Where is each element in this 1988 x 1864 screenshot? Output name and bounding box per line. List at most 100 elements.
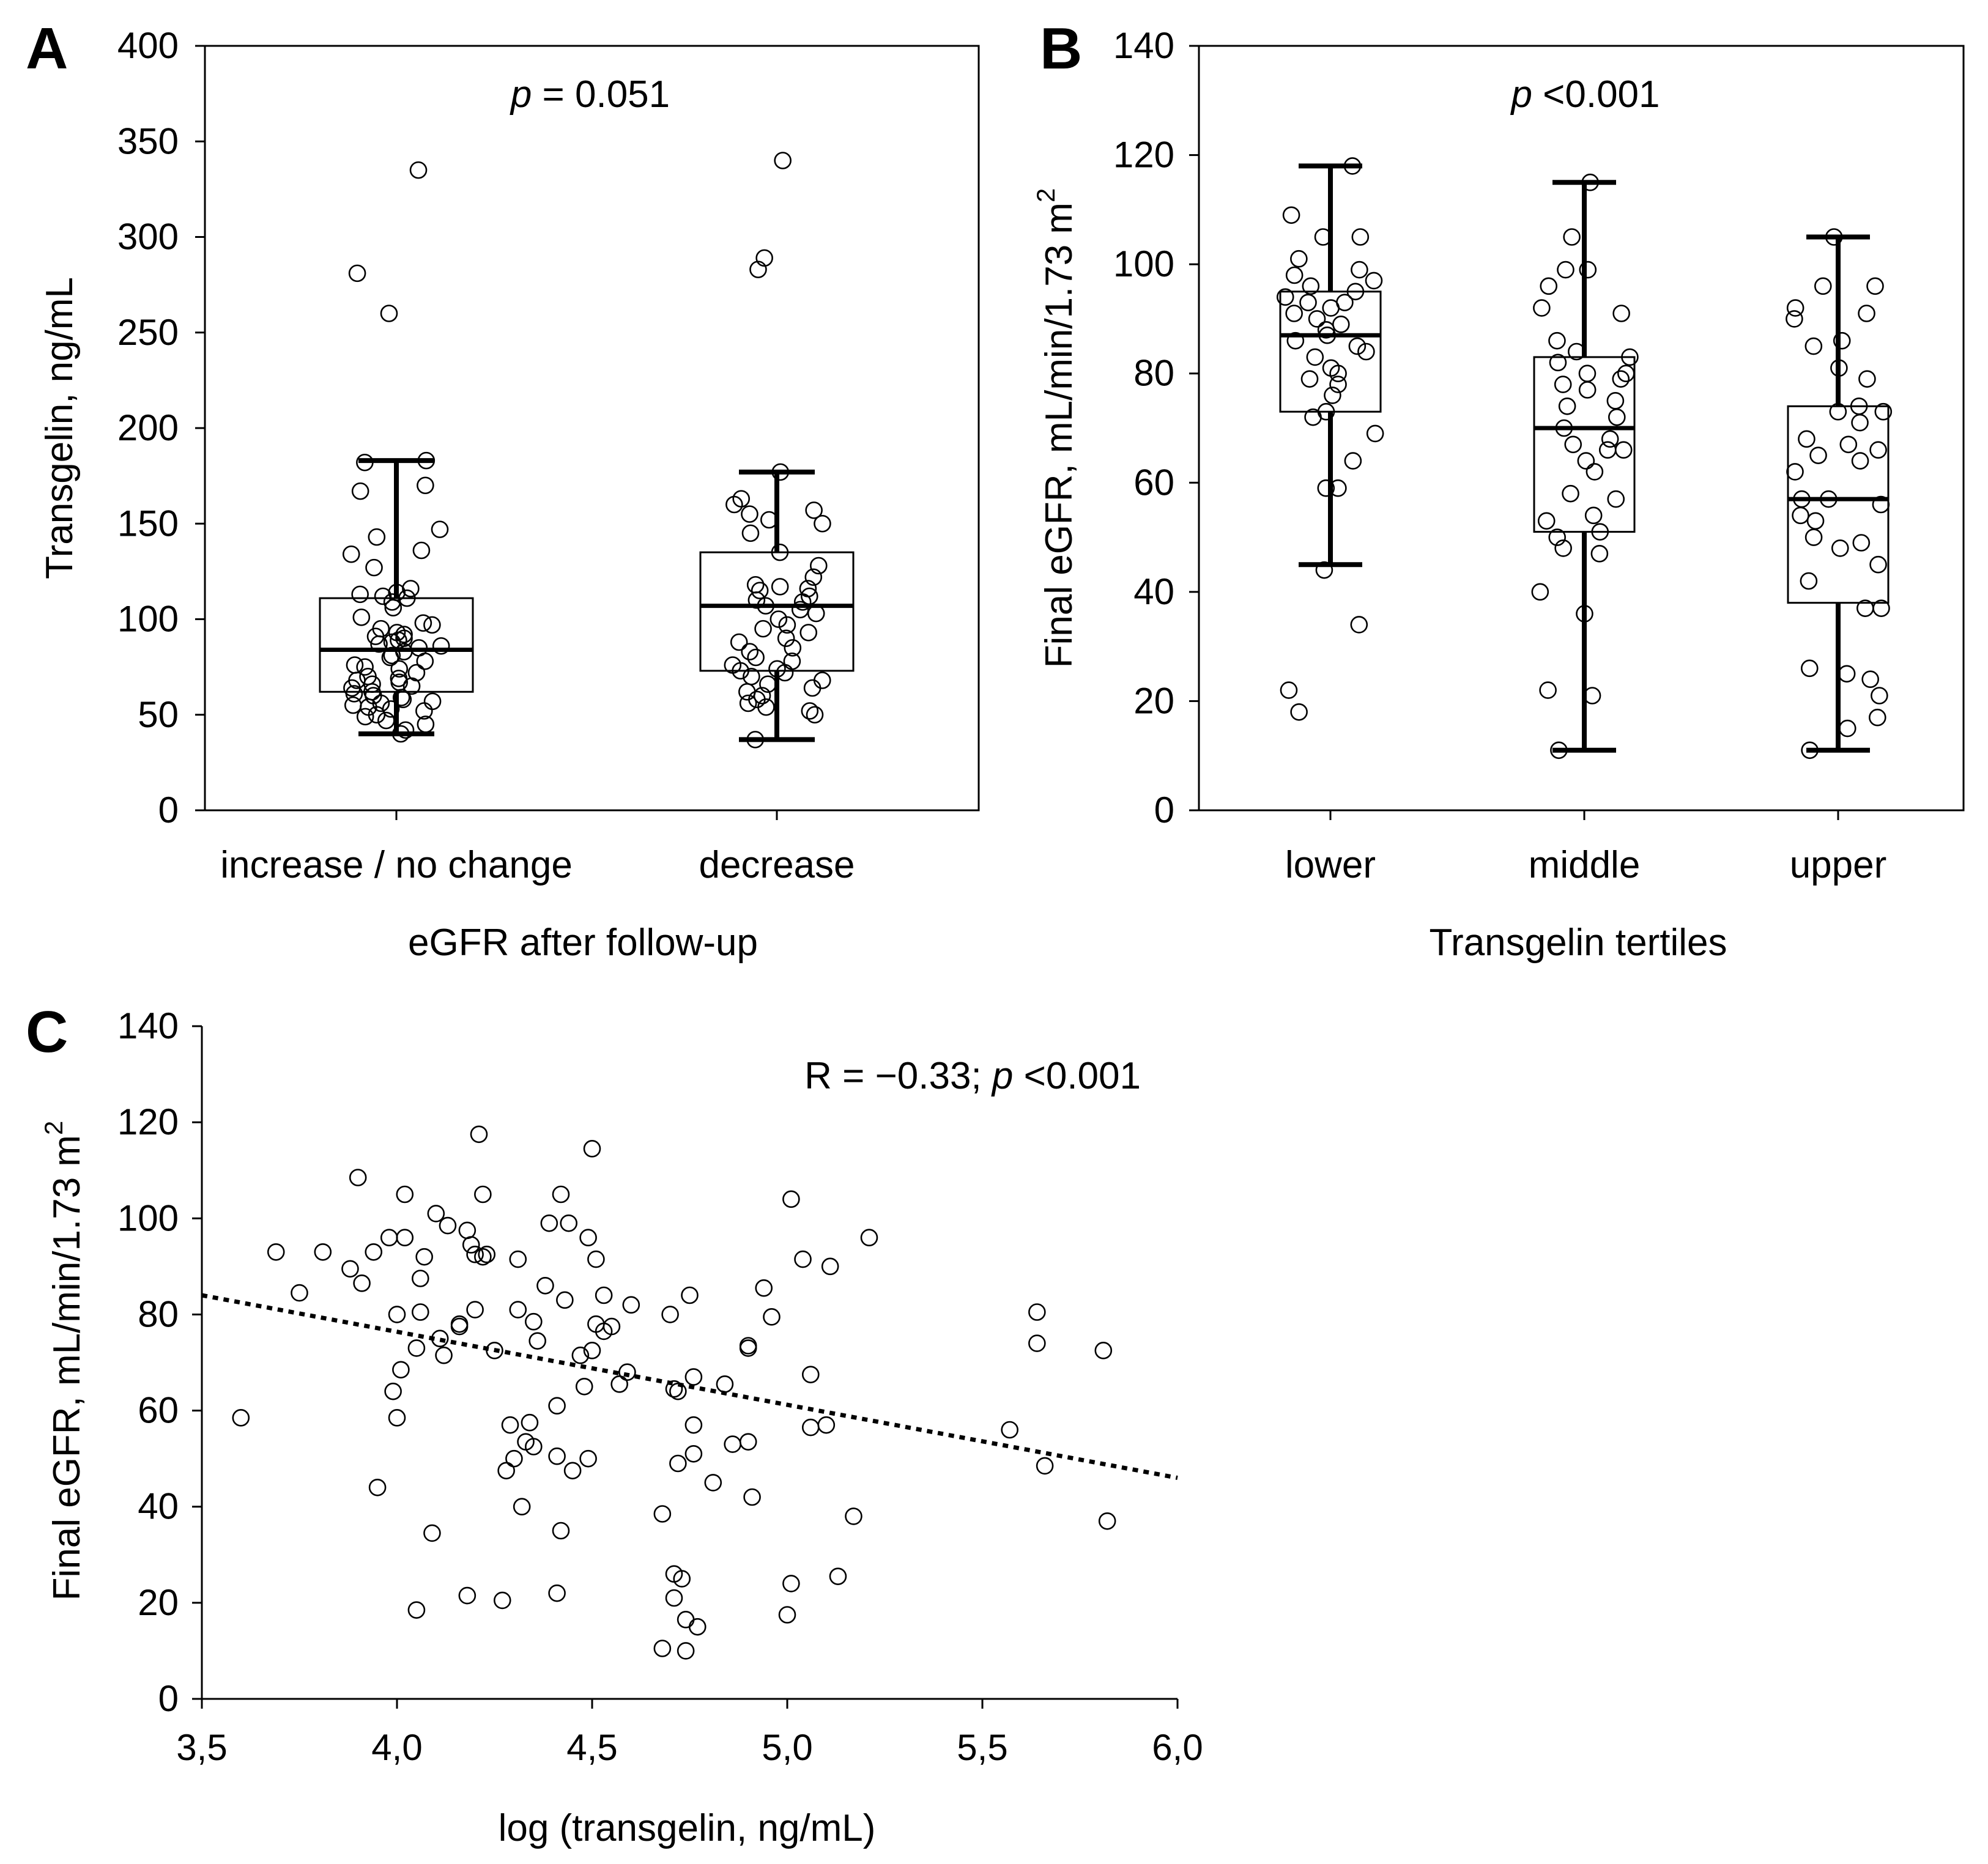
panel-a-data-point: [741, 524, 760, 542]
panel-b-data-point: [1579, 261, 1597, 279]
panel-c-data-point: [681, 1286, 699, 1304]
panel-a-data-point: [365, 558, 383, 577]
panel-c-data-point: [653, 1640, 672, 1657]
panel-b-data-point: [1351, 261, 1368, 279]
panel-a-data-point: [807, 604, 825, 623]
panel-b-y-tick-label: 100: [1113, 243, 1174, 284]
panel-a-data-point: [725, 495, 743, 514]
panel-a-y-title: Transgelin, ng/mL: [39, 277, 81, 579]
panel-a-data-point: [771, 463, 790, 481]
panel-b-data-point: [1557, 261, 1574, 279]
panel-c-axes: [201, 1026, 1178, 1700]
panel-c-data-point: [486, 1342, 503, 1359]
panel-b-y-tick-label: 20: [1133, 680, 1174, 721]
panel-b-data-point: [1549, 353, 1567, 372]
panel-a-data-point: [784, 639, 802, 657]
panel-a-data-point: [363, 675, 381, 693]
panel-c-data-point: [622, 1296, 640, 1314]
panel-a-y-tick-label: 250: [117, 312, 179, 353]
panel-a-data-point: [814, 514, 831, 533]
panel-b-data-point: [1871, 687, 1888, 705]
panel-b-data-point: [1598, 441, 1617, 459]
panel-a-data-point: [741, 643, 759, 660]
panel-b-data-point: [1531, 583, 1549, 601]
panel-a-data-point: [390, 660, 409, 678]
panel-a-y-tick-label: 50: [138, 694, 179, 735]
panel-c-data-point: [458, 1586, 477, 1605]
panel-b-data-point: [1286, 331, 1305, 350]
panel-b-data-point: [1831, 539, 1849, 557]
panel-a-data-point: [374, 587, 392, 605]
panel-c-data-point: [368, 1478, 387, 1496]
panel-a-data-point: [342, 545, 360, 563]
panel-c-data-point: [563, 1462, 582, 1480]
panel-b-data-point: [1852, 534, 1871, 552]
panel-b-data-point: [1839, 435, 1858, 454]
panel-b-data-point: [1851, 413, 1869, 432]
panel-c-data-point: [388, 1409, 406, 1427]
panel-c-data-point: [665, 1380, 683, 1398]
panel-c-x-tick-label: 5,5: [957, 1727, 1007, 1768]
panel-c-points: [232, 1125, 1116, 1660]
panel-b-data-point: [1329, 375, 1347, 393]
panel-b-data-point: [1306, 348, 1324, 366]
panel-b-data-point: [1555, 419, 1573, 437]
panel-a-data-point: [356, 708, 374, 726]
panel-c-data-point: [684, 1368, 703, 1386]
panel-a-data-point: [800, 587, 818, 605]
panel-c-data-point: [466, 1245, 484, 1263]
panel-b-y-tick-label: 120: [1113, 135, 1174, 176]
panel-b-data-point: [1563, 228, 1581, 246]
panel-a-data-point: [801, 702, 819, 720]
panel-b-data-point: [1343, 157, 1362, 175]
panel-b-data-point: [1858, 305, 1875, 322]
panel-b-data-point: [1322, 299, 1340, 317]
panel-a-data-point: [352, 608, 371, 626]
panel-b-data-point: [1578, 381, 1597, 399]
panel-a-data-point: [402, 677, 421, 695]
panel-a-boxes: [319, 458, 855, 742]
panel-b-data-point: [1366, 424, 1384, 443]
panel-a-data-point: [356, 453, 374, 472]
panel-b-data-point: [1786, 310, 1803, 328]
panel-a-data-point: [390, 631, 407, 649]
panel-a-data-point: [412, 541, 431, 560]
panel-c-data-point: [407, 1601, 426, 1619]
panel-a-data-point: [417, 476, 434, 495]
panel-a-data-point: [793, 593, 812, 611]
panel-c-data-point: [411, 1303, 429, 1321]
panel-b-data-point: [1851, 452, 1869, 470]
panel-c-y-tick-label: 120: [117, 1101, 179, 1142]
panel-a-data-point: [414, 614, 432, 632]
panel-b-y-title-text: Final eGFR, mL/min/1.73 m: [1038, 202, 1080, 668]
panel-a-data-point: [730, 633, 748, 651]
panel-c-x-title: log (transgelin, ng/mL): [499, 1807, 876, 1849]
panel-b-data-point: [1869, 555, 1887, 574]
panel-b-data-point: [1300, 370, 1319, 388]
panel-a-data-point: [778, 616, 796, 634]
panel-c-data-point: [579, 1229, 597, 1247]
panel-b-data-point: [1539, 681, 1557, 699]
panel-c-data-point: [427, 1205, 445, 1222]
panel-a-data-point: [809, 557, 828, 575]
panel-b-annotation-value: <0.001: [1532, 73, 1660, 116]
panel-b-iqr-box: [1533, 356, 1636, 533]
panel-a-data-point: [417, 716, 435, 733]
panel-c-data-point: [556, 1291, 574, 1309]
panel-a-data-point: [791, 601, 809, 619]
panel-c-data-point: [1028, 1334, 1046, 1352]
panel-a-data-point: [760, 511, 778, 529]
panel-c-data-point: [524, 1312, 543, 1331]
panel-a-category-label: decrease: [699, 844, 855, 886]
panel-b-data-point: [1285, 305, 1303, 322]
panel-b-data-point: [1314, 228, 1332, 246]
panel-b-data-point: [1550, 741, 1568, 760]
panel-b-data-point: [1290, 703, 1308, 721]
panel-c-y-tick-label: 20: [138, 1582, 179, 1623]
panel-b-data-point: [1332, 316, 1350, 333]
panel-c-data-point: [677, 1642, 695, 1660]
panel-c-data-point: [782, 1190, 800, 1208]
panel-c-data-point: [513, 1498, 531, 1516]
panel-b-data-point: [1814, 277, 1832, 295]
panel-b-data-point: [1329, 364, 1347, 383]
